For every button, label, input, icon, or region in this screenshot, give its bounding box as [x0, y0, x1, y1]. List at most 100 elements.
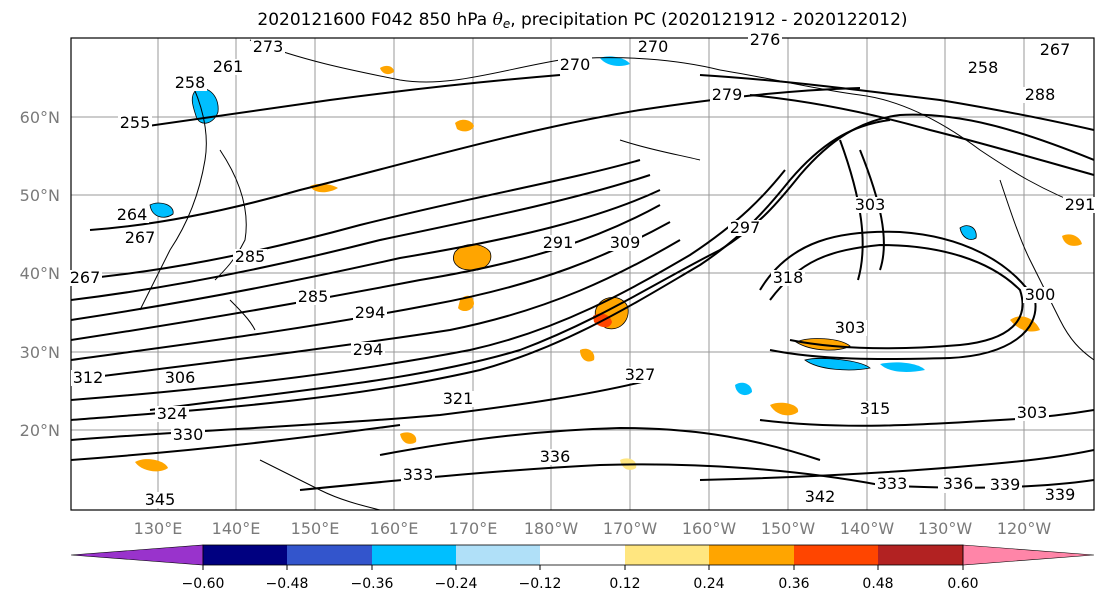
contour-label-bg — [171, 427, 205, 443]
precip-patch — [455, 119, 474, 132]
longitude-label: 170°E — [449, 519, 498, 538]
contour-label: 267 — [125, 228, 156, 247]
precip-patch — [191, 88, 219, 124]
colorbar-tick-labels: −0.60 −0.48 −0.36 −0.24 −0.12 0.12 0.24 0.36 0.4… — [182, 565, 979, 592]
contour-line — [859, 149, 885, 271]
precip-patch — [380, 65, 394, 75]
colorbar-segment — [878, 545, 963, 565]
contour-line — [149, 113, 1094, 411]
contour-label: 291 — [1065, 195, 1096, 214]
coastline — [999, 179, 1094, 361]
longitude-label: 150°W — [761, 519, 816, 538]
latitude-label: 40°N — [20, 264, 60, 283]
contour-label-bg — [441, 391, 475, 407]
contour-label-bg — [233, 249, 267, 265]
contour-label-bg — [1038, 42, 1072, 58]
precip-patch — [804, 358, 871, 371]
contour-line — [71, 424, 401, 461]
precip-patch — [770, 402, 799, 416]
contour-label-bg — [115, 207, 149, 223]
contour-label: 303 — [1017, 403, 1048, 422]
contour-line — [839, 139, 864, 281]
contour-line — [769, 243, 1024, 350]
colorbar-tick-label: −0.36 — [351, 576, 394, 592]
longitude-label: 170°W — [603, 519, 658, 538]
contour-label: 267 — [1040, 40, 1071, 59]
map-title: 2020121600 F042 850 hPa θe, precipitatio… — [257, 10, 908, 31]
contour-label-bg — [748, 32, 782, 48]
precip-patch — [600, 56, 630, 66]
contour-line — [299, 463, 1094, 491]
contour-label-bg — [833, 320, 867, 336]
colorbar-tick-label: 0.12 — [609, 576, 640, 592]
contour-label: 261 — [213, 57, 244, 76]
contour-label-bg — [803, 489, 837, 505]
contour-label-bg — [1023, 287, 1057, 303]
contour-line — [119, 74, 561, 131]
theta-e-contours — [71, 74, 1094, 491]
contour-label: 318 — [773, 268, 804, 287]
contour-label: 303 — [855, 195, 886, 214]
colorbar-segment — [540, 545, 625, 565]
precip-patch — [580, 348, 595, 362]
contour-label: 294 — [355, 303, 386, 322]
contour-line — [71, 159, 641, 281]
longitude-label: 130°E — [134, 519, 183, 538]
contour-label: 285 — [235, 247, 266, 266]
coastline — [249, 39, 721, 83]
contour-label: 255 — [120, 113, 151, 132]
longitude-label: 160°W — [682, 519, 737, 538]
precip-patch — [135, 459, 168, 472]
contour-label: 342 — [805, 487, 836, 506]
contour-label-bg — [353, 305, 387, 321]
latitude-label: 60°N — [20, 108, 60, 127]
contour-label-bg — [1043, 487, 1077, 503]
contour-label-bg — [541, 235, 575, 251]
contour-label: 315 — [860, 399, 891, 418]
longitude-label: 130°W — [918, 519, 973, 538]
latitude-label: 30°N — [20, 343, 60, 362]
contour-label-bg — [771, 270, 805, 286]
contour-label-bg — [251, 39, 285, 55]
contour-label: 303 — [835, 318, 866, 337]
contour-label-bg — [68, 270, 102, 286]
colorbar-tick-label: 0.24 — [693, 576, 724, 592]
contour-label: 258 — [175, 73, 206, 92]
contour-label: 273 — [253, 37, 284, 56]
contour-label-bg — [1063, 197, 1097, 213]
contour-label-bg — [558, 57, 592, 73]
contour-label: 285 — [298, 287, 329, 306]
contour-line — [749, 94, 1094, 176]
contour-label: 270 — [560, 55, 591, 74]
contour-label: 288 — [1025, 85, 1056, 104]
contour-label-bg — [1015, 405, 1049, 421]
contour-label-bg — [875, 476, 909, 492]
contour-labels: 258 261 267 255 264 267 270 270 276 258 267 279 285 2… — [68, 30, 1097, 509]
contour-label: 291 — [543, 233, 574, 252]
colorbar-outline — [202, 544, 964, 566]
contour-line — [89, 87, 861, 231]
colorbar-tick-label: −0.12 — [519, 576, 562, 592]
contour-label: 321 — [443, 389, 474, 408]
longitude-label: 120°W — [997, 519, 1052, 538]
contour-label-bg — [941, 476, 975, 492]
colorbar-tick-label: 0.36 — [778, 576, 809, 592]
contour-label-bg — [858, 401, 892, 417]
contour-line — [699, 74, 1094, 131]
contour-label: 339 — [990, 475, 1021, 494]
colorbar-tick-label: −0.60 — [182, 576, 225, 592]
coastline — [259, 459, 381, 510]
contour-label: 339 — [1045, 485, 1076, 504]
contour-label: 309 — [610, 233, 641, 252]
contour-label: 270 — [638, 37, 669, 56]
contour-label: 345 — [145, 490, 176, 509]
contour-label: 279 — [712, 85, 743, 104]
coastline — [619, 139, 701, 161]
colorbar-extend-min — [70, 544, 204, 566]
longitude-label: 140°E — [212, 519, 261, 538]
contour-label: 327 — [625, 365, 656, 384]
contour-label: 276 — [750, 30, 781, 49]
latitude-label: 50°N — [20, 186, 60, 205]
contour-label: 312 — [73, 368, 104, 387]
